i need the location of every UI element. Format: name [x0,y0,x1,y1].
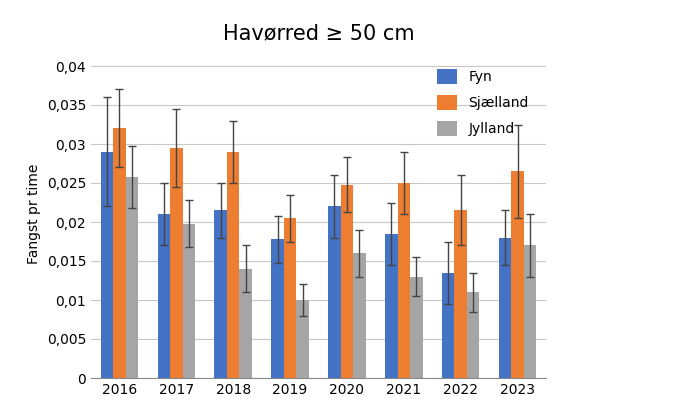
Bar [126,177,138,378]
Bar [170,148,183,378]
Bar [214,210,227,378]
Title: Havørred ≥ 50 cm: Havørred ≥ 50 cm [223,23,414,43]
Bar [239,269,252,378]
Bar [410,277,423,378]
Bar [158,214,170,378]
Bar [272,239,284,378]
Bar [341,184,354,378]
Bar [398,183,410,378]
Bar [296,300,309,378]
Bar [385,234,398,378]
Bar [284,218,296,378]
Bar [442,273,454,378]
Bar [467,292,480,378]
Bar [328,206,341,378]
Bar [183,223,195,378]
Bar [499,238,511,378]
Bar [524,245,536,378]
Bar [227,152,239,378]
Bar [511,171,524,378]
Bar [454,210,467,378]
Legend: Fyn, Sjælland, Jylland: Fyn, Sjælland, Jylland [431,64,535,142]
Bar [354,253,365,378]
Bar [101,152,113,378]
Bar [113,129,126,378]
Y-axis label: Fangst pr time: Fangst pr time [27,164,41,264]
